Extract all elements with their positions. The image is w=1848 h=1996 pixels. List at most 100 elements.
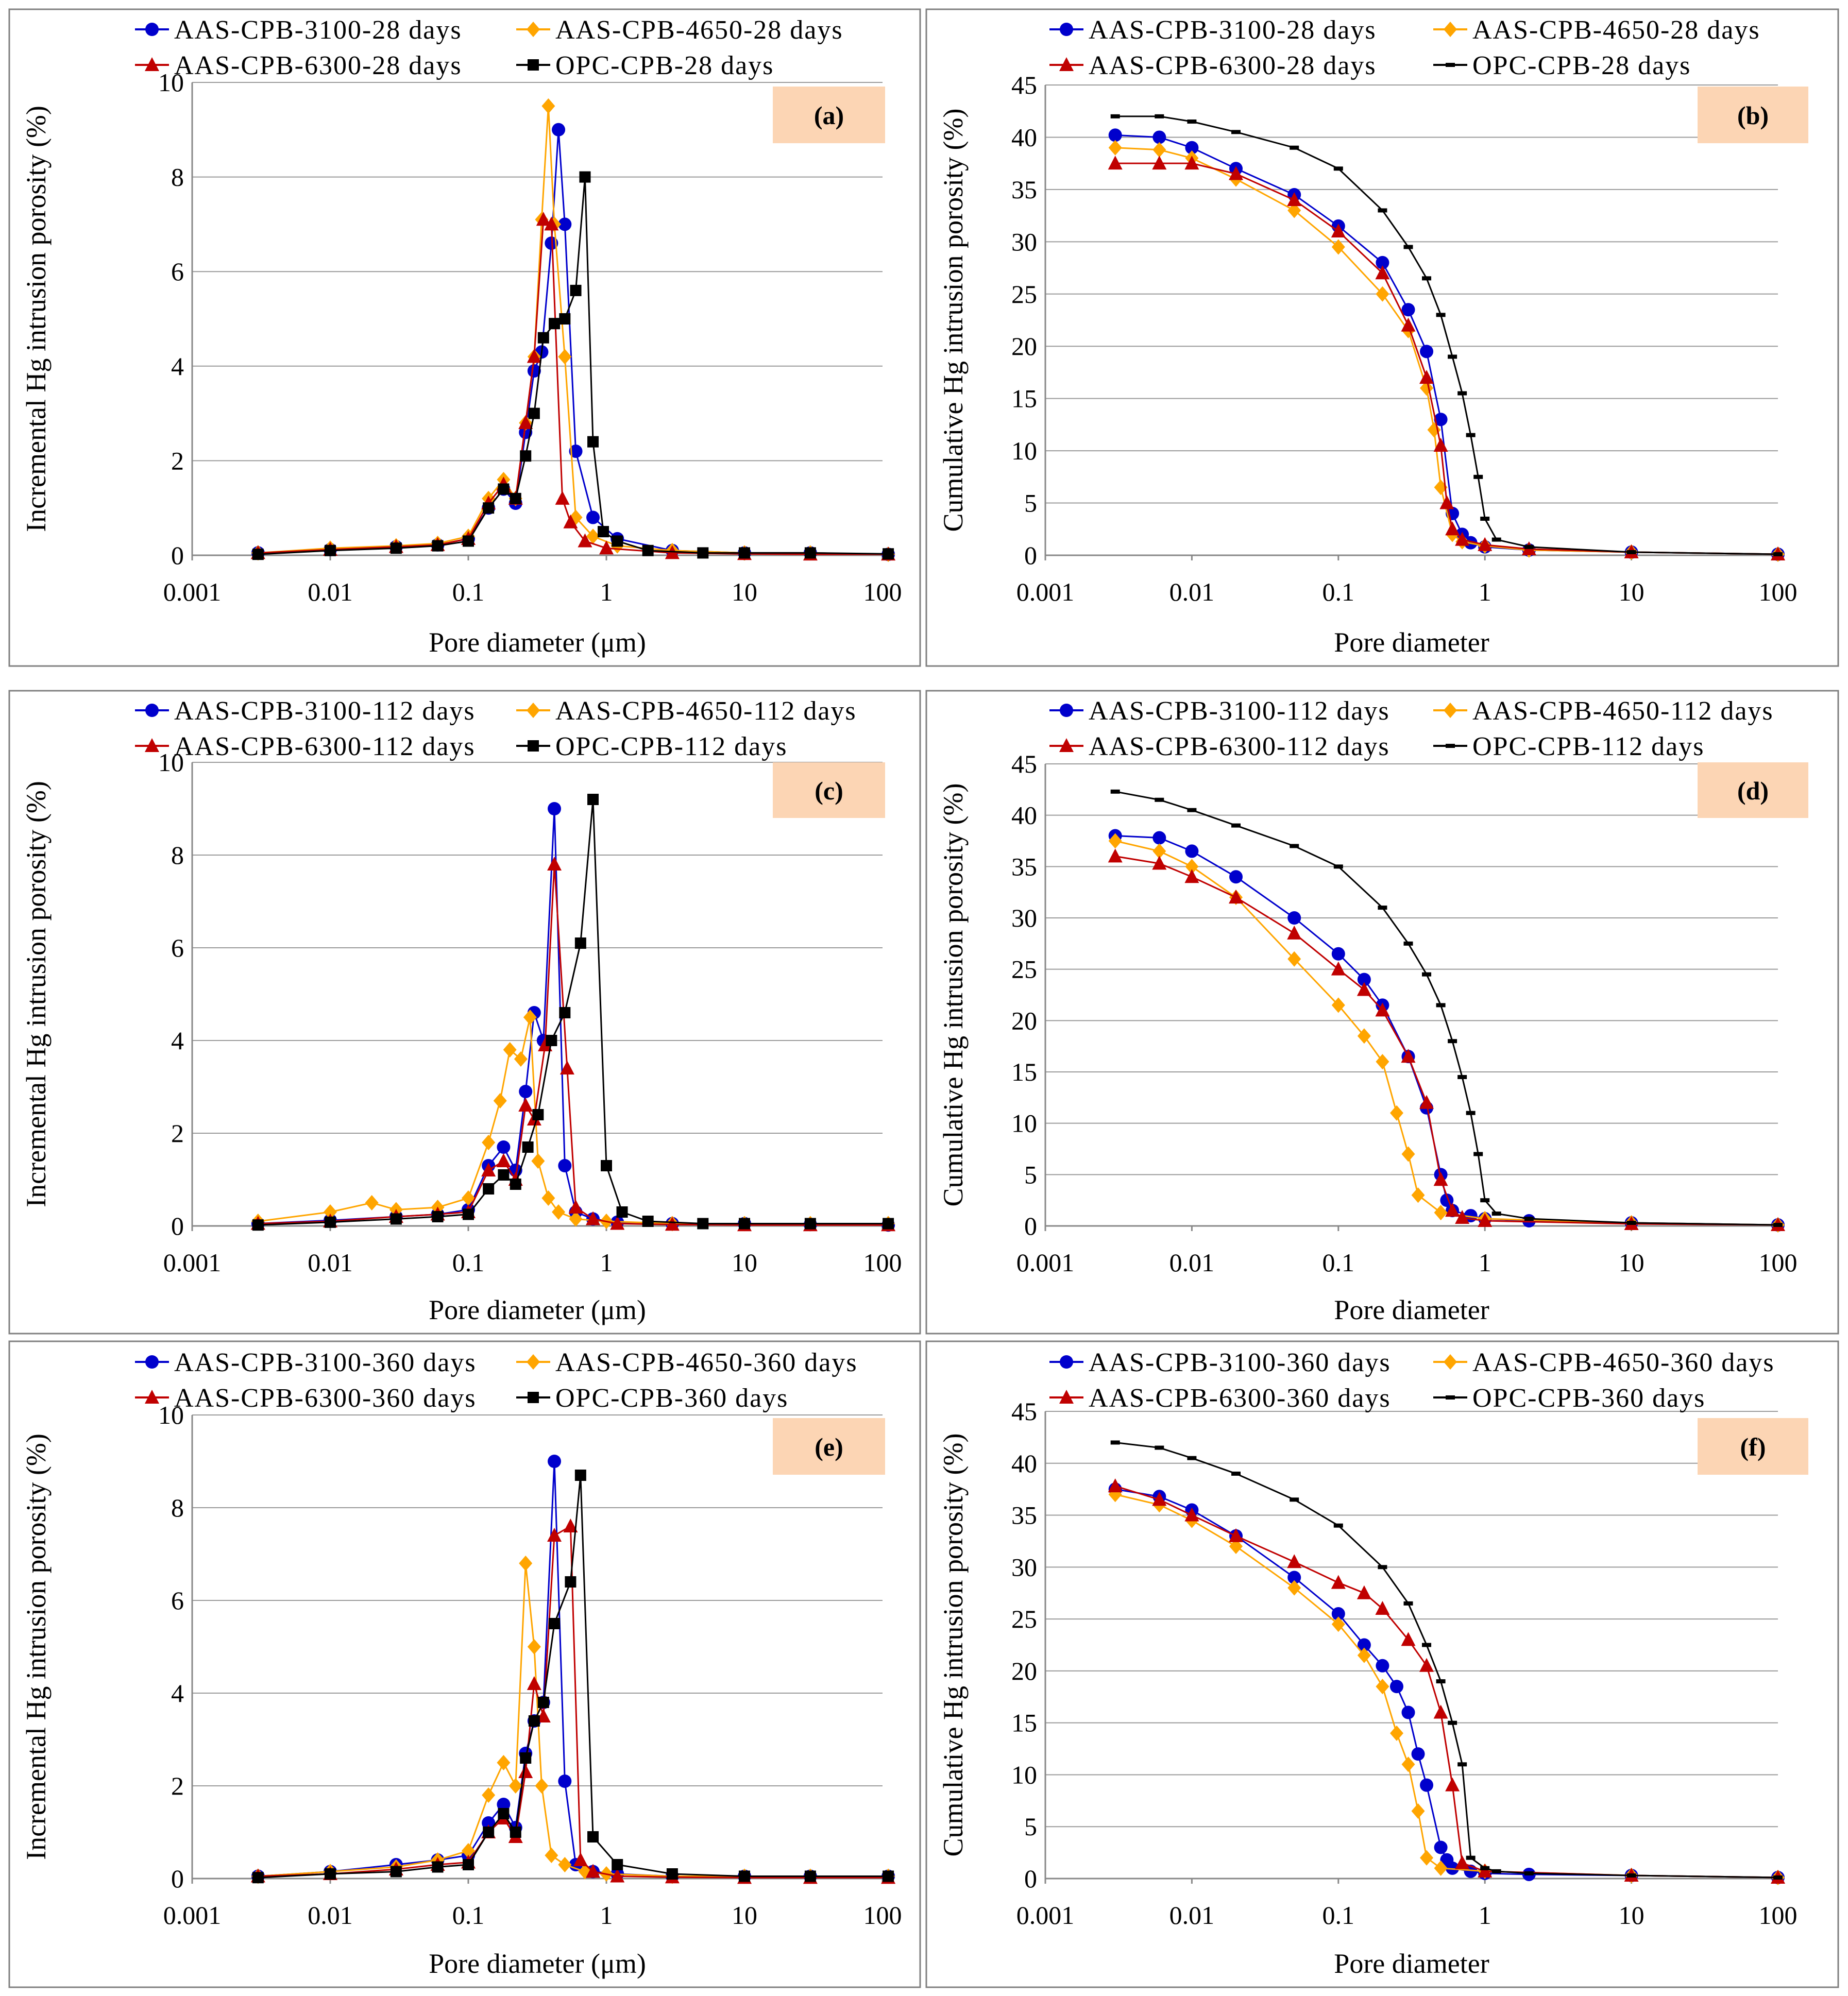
data-point [481, 1163, 496, 1176]
x-tick-label: 10 [732, 1248, 757, 1277]
legend-marker [1060, 23, 1073, 36]
panel-frame [8, 8, 921, 667]
y-tick-label: 5 [1024, 1160, 1037, 1189]
x-tick-label: 10 [1619, 577, 1644, 606]
y-tick-label: 20 [1011, 1657, 1037, 1685]
data-point [1466, 433, 1476, 437]
data-point [527, 364, 541, 378]
data-point [739, 1870, 750, 1882]
data-point [1420, 1850, 1434, 1866]
y-tick-label: 30 [1011, 227, 1037, 256]
x-tick-label: 0.1 [1323, 1901, 1355, 1930]
data-point [1108, 140, 1122, 156]
data-point [1375, 1002, 1390, 1017]
legend-label: AAS-CPB-4650-112 days [1472, 696, 1774, 726]
data-point [610, 1216, 625, 1230]
data-point [1401, 317, 1416, 332]
data-point [1436, 313, 1446, 317]
data-point [503, 1042, 517, 1057]
data-point [563, 1519, 578, 1532]
x-tick-label: 0.001 [1016, 1901, 1075, 1930]
data-point [1287, 911, 1301, 925]
data-point [1287, 202, 1301, 218]
data-point [1357, 1647, 1371, 1663]
data-point [1290, 844, 1299, 848]
data-point [1331, 947, 1345, 961]
y-tick-label: 4 [171, 352, 184, 381]
data-point [739, 547, 750, 559]
data-point [483, 1183, 495, 1195]
series-aas-cpb-6300 [1108, 1478, 1785, 1884]
data-point [586, 1864, 601, 1878]
data-point [1290, 145, 1299, 150]
data-point [569, 445, 583, 458]
panel-tag-box [1698, 762, 1808, 818]
x-tick-label: 0.001 [163, 1248, 222, 1277]
data-point [1331, 997, 1345, 1013]
y-axis-title: Incremental Hg intrusion porosity (%) [21, 781, 52, 1207]
data-point [1434, 413, 1448, 427]
data-point [532, 1109, 544, 1120]
data-point [537, 332, 549, 344]
data-point [518, 1764, 533, 1778]
data-point [1455, 532, 1470, 546]
data-point [1457, 391, 1467, 396]
data-point [1478, 537, 1493, 551]
x-tick-label: 0.1 [452, 577, 485, 606]
data-point [510, 1827, 521, 1838]
legend: AAS-CPB-3100-360 days AAS-CPB-4650-360 da… [135, 1348, 858, 1413]
legend-marker [1446, 744, 1455, 748]
data-point [1185, 844, 1199, 858]
data-point [666, 1868, 678, 1880]
data-point [1187, 1456, 1197, 1460]
series-line [1115, 1485, 1778, 1879]
data-point [1433, 437, 1448, 452]
y-tick-label: 40 [1011, 801, 1037, 830]
x-axis-title: Pore diameter (μm) [429, 1948, 646, 1979]
panel-tag-box [773, 762, 885, 818]
data-point [1231, 130, 1241, 134]
y-tick-label: 10 [158, 1401, 184, 1429]
data-point [1445, 1777, 1460, 1792]
legend-label: OPC-CPB-112 days [1472, 732, 1704, 761]
panel-tag: (b) [1737, 101, 1769, 130]
y-tick-label: 25 [1011, 280, 1037, 309]
data-point [365, 1195, 379, 1210]
data-point [536, 212, 551, 226]
data-point [520, 450, 532, 462]
legend-label: AAS-CPB-4650-360 days [555, 1348, 858, 1377]
data-point [1411, 1803, 1425, 1819]
data-point [1229, 870, 1243, 884]
y-tick-label: 2 [171, 446, 184, 475]
data-point [390, 542, 402, 554]
x-tick-label: 100 [863, 1248, 902, 1277]
data-point [497, 1140, 511, 1154]
series-opc-cpb [252, 794, 894, 1231]
legend-marker [1060, 704, 1073, 717]
data-point [1457, 1074, 1467, 1079]
data-point [1436, 1679, 1446, 1684]
y-tick-label: 8 [171, 841, 184, 869]
data-point [463, 1208, 474, 1220]
legend-label: AAS-CPB-6300-360 days [1089, 1384, 1391, 1413]
data-point [541, 1190, 555, 1206]
data-point [601, 1160, 612, 1171]
data-point [1773, 552, 1783, 556]
data-point [1152, 156, 1167, 170]
data-point [523, 1010, 537, 1025]
chart-panel-d: 0 5 10 15 20 25 30 35 40 45 0.001 0.01 0.1 1 10 100 Pore… [925, 690, 1839, 1335]
data-point [548, 1455, 562, 1468]
y-axis-title: Cumulative Hg intrusion porosity (%) [938, 1434, 969, 1857]
data-point [1287, 951, 1301, 967]
data-point [697, 547, 709, 559]
legend-marker [1444, 703, 1457, 718]
data-point [1331, 239, 1345, 255]
y-tick-label: 0 [1024, 1212, 1037, 1240]
panel-tag: (d) [1737, 776, 1769, 805]
data-point [586, 1211, 601, 1225]
y-tick-label: 0 [1024, 1864, 1037, 1893]
data-point [1422, 1643, 1432, 1647]
data-point [1378, 1565, 1387, 1569]
data-point [559, 313, 571, 325]
data-point [1403, 1601, 1413, 1606]
